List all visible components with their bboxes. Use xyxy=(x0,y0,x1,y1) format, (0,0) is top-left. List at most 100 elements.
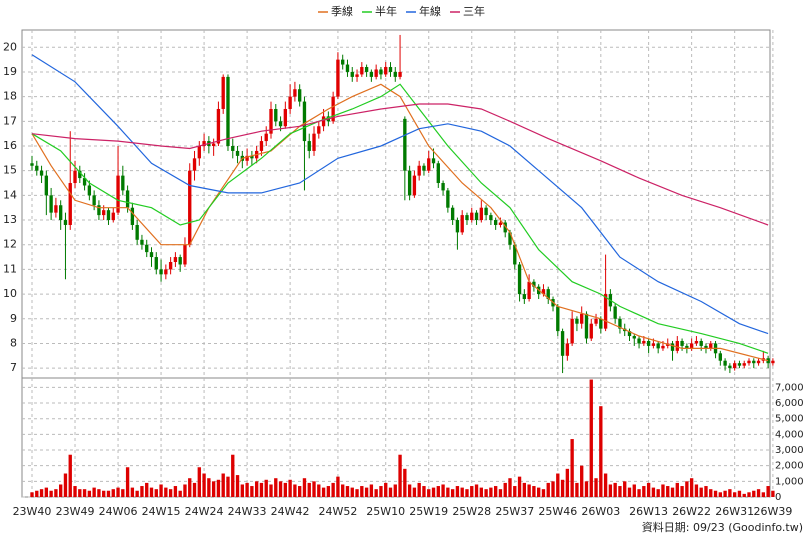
candle-body xyxy=(360,67,364,75)
candle-body xyxy=(264,133,268,142)
volume-bar xyxy=(283,482,288,497)
candle-body xyxy=(766,358,770,364)
volume-bar xyxy=(192,482,197,497)
volume-bar xyxy=(269,484,273,497)
legend-label: 年線 xyxy=(419,4,441,18)
candle-body xyxy=(188,170,192,245)
volume-bar xyxy=(168,489,173,497)
candle-body xyxy=(149,252,154,258)
candle-body xyxy=(202,141,206,146)
candle-body xyxy=(742,363,746,366)
volume-bar xyxy=(680,486,684,497)
legend-label: 季線 xyxy=(331,4,353,18)
x-tick-label: 24W42 xyxy=(271,505,310,518)
volume-bar xyxy=(407,484,412,497)
candle-body xyxy=(479,207,483,221)
x-tick-label: 25W10 xyxy=(366,505,405,518)
candle-body xyxy=(637,338,641,344)
candle-body xyxy=(317,126,321,134)
volume-bar xyxy=(503,482,507,497)
candle-body xyxy=(116,175,120,213)
candle-body xyxy=(125,190,130,208)
y-tick-label: 16 xyxy=(3,139,17,152)
volume-bar xyxy=(479,487,483,497)
volume-tick-label: 0 xyxy=(775,492,781,503)
volume-bar xyxy=(575,482,579,497)
candle-body xyxy=(73,170,77,184)
candle-body xyxy=(321,116,326,127)
candle-body xyxy=(39,170,44,176)
candle-body xyxy=(130,207,135,225)
volume-bar xyxy=(532,486,536,497)
volume-bar xyxy=(393,484,397,497)
candle-body xyxy=(565,343,570,356)
candle-body xyxy=(580,313,584,324)
volume-bar xyxy=(613,482,617,497)
volume-bar xyxy=(618,486,622,497)
volume-bar xyxy=(364,487,369,497)
volume-bar xyxy=(245,482,249,497)
candle-body xyxy=(341,59,345,65)
candle-body xyxy=(97,205,101,216)
volume-bar xyxy=(63,473,68,497)
candle-body xyxy=(694,340,699,344)
candle-body xyxy=(164,269,168,275)
volume-bar xyxy=(732,492,737,497)
candle-body xyxy=(603,294,608,329)
y-tick-label: 10 xyxy=(3,287,17,300)
x-tick-label: 26W31 xyxy=(715,505,754,518)
volume-bar xyxy=(235,475,240,497)
volume-bar xyxy=(403,468,407,497)
volume-bar xyxy=(756,489,761,497)
volume-bar xyxy=(369,484,374,497)
candle-body xyxy=(747,360,751,364)
candle-body xyxy=(522,294,527,300)
candle-body xyxy=(651,343,656,346)
candle-body xyxy=(489,215,493,221)
volume-bar xyxy=(30,492,34,497)
candle-body xyxy=(723,360,727,366)
volume-bar xyxy=(360,486,364,497)
volume-bar xyxy=(427,489,431,497)
candle-body xyxy=(197,146,201,159)
x-tick-label: 23W49 xyxy=(56,505,95,518)
volume-bar xyxy=(728,489,732,497)
volume-tick-label: 2,000 xyxy=(775,461,804,472)
volume-bar xyxy=(474,484,479,497)
volume-bar xyxy=(312,481,316,497)
candle-body xyxy=(661,345,665,349)
y-tick-label: 20 xyxy=(3,40,17,53)
candle-body xyxy=(642,340,646,344)
volume-bar xyxy=(92,487,96,497)
volume-bar xyxy=(149,487,154,497)
volume-bar xyxy=(685,481,689,497)
volume-bar xyxy=(73,486,77,497)
candle-body xyxy=(699,340,703,346)
volume-bar xyxy=(565,468,570,497)
candle-body xyxy=(59,205,63,221)
volume-bar xyxy=(637,489,641,497)
candle-body xyxy=(709,343,713,349)
volume-bar xyxy=(140,486,144,497)
volume-bar xyxy=(422,486,426,497)
candle-body xyxy=(82,178,87,186)
volume-bar xyxy=(59,484,63,497)
candle-body xyxy=(211,143,216,146)
candle-body xyxy=(403,118,407,171)
volume-tick-label: 3,000 xyxy=(775,445,804,456)
volume-bar xyxy=(111,489,115,497)
volume-bar xyxy=(216,479,221,497)
candle-body xyxy=(235,150,240,156)
volume-bar xyxy=(560,479,565,497)
candle-body xyxy=(407,170,412,196)
volume-tick-label: 4,000 xyxy=(775,429,804,440)
volume-bar xyxy=(580,465,584,497)
y-tick-label: 17 xyxy=(3,114,17,127)
volume-bar xyxy=(656,489,660,497)
x-tick-label: 24W33 xyxy=(228,505,267,518)
volume-bar xyxy=(116,487,120,497)
candle-body xyxy=(517,264,522,295)
candle-body xyxy=(584,313,589,339)
x-tick-label: 26W22 xyxy=(672,505,711,518)
volume-tick-label: 5,000 xyxy=(775,414,804,425)
